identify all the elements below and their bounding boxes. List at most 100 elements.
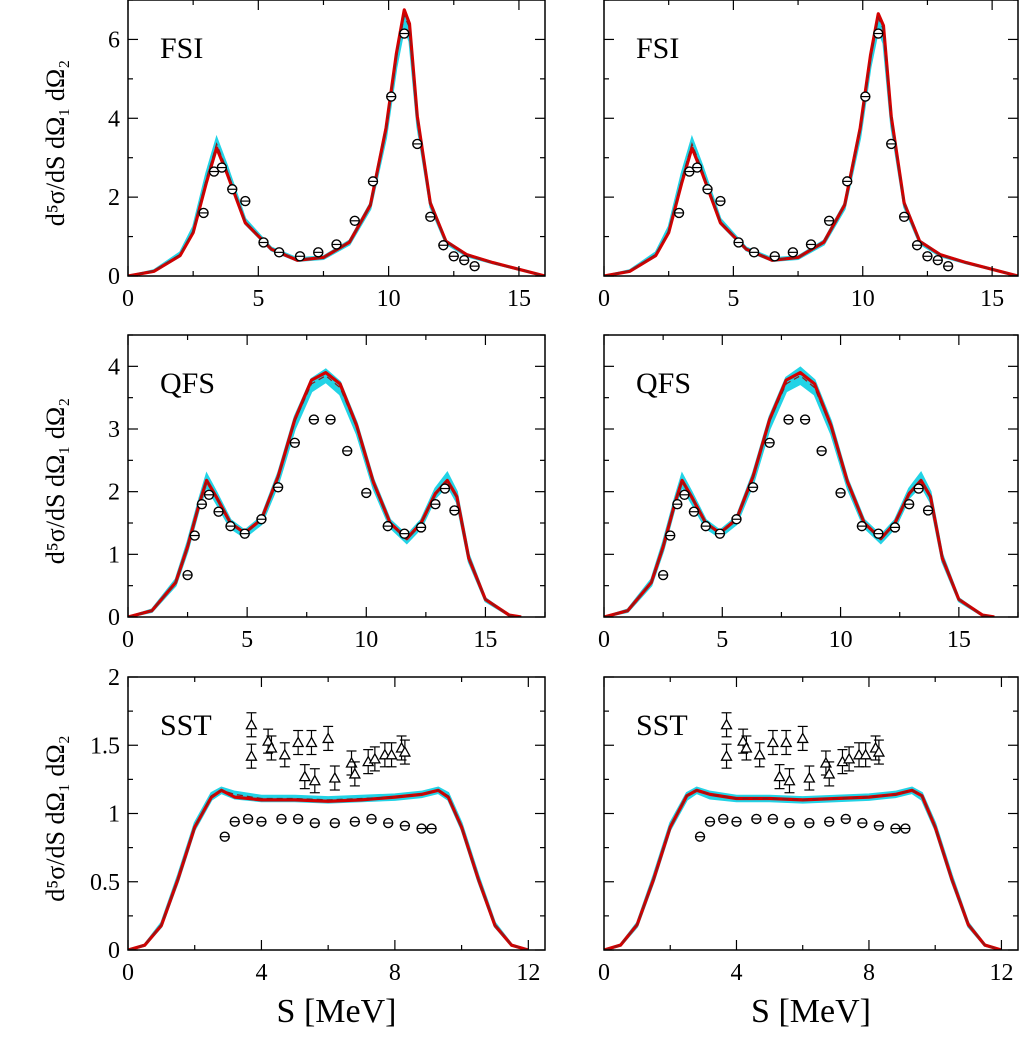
data-point-circle (276, 813, 287, 825)
data-point-circle (416, 823, 427, 834)
y-axis-label: d⁵σ/dS dΩ₁ dΩ₂ (41, 398, 70, 565)
data-point-circle (900, 823, 911, 834)
data-point-circle (367, 176, 379, 187)
data-point-circle (272, 482, 284, 493)
data-point-triangle (773, 764, 786, 790)
data-point-circle (294, 251, 306, 262)
data-point-circle (731, 816, 742, 827)
data-point-circle (239, 528, 250, 539)
curve-dashed (128, 13, 545, 276)
x-tick-label: 15 (947, 627, 971, 653)
curve-dashed (128, 375, 522, 617)
x-tick-label: 0 (122, 627, 134, 653)
x-tick-label: 0 (598, 960, 610, 986)
data-point-circle (313, 247, 324, 258)
y-tick-label: 1.5 (90, 733, 120, 759)
data-point-circle (256, 816, 267, 827)
data-point-circle (229, 816, 240, 827)
x-tick-label: 12 (516, 960, 540, 986)
data-point-circle (342, 445, 353, 457)
data-point-triangle (368, 746, 381, 772)
data-point-circle (898, 211, 910, 223)
data-point-circle (842, 176, 853, 187)
band-red (128, 788, 529, 950)
data-point-circle (426, 823, 437, 834)
data-point-triangle (322, 725, 335, 752)
data-point-circle (804, 817, 815, 829)
data-point-circle (805, 239, 817, 250)
data-point-circle (203, 489, 215, 500)
data-point-circle (942, 260, 954, 272)
plot-frame (127, 0, 546, 277)
y-tick-label: 3 (108, 417, 120, 443)
data-point-triangle (720, 712, 733, 738)
data-point-circle (425, 211, 436, 223)
x-tick-label: 0 (598, 286, 610, 312)
data-point-triangle (265, 735, 278, 761)
data-point-circle (886, 138, 897, 150)
data-point-triangle (245, 743, 258, 769)
band-red (128, 371, 522, 617)
data-point-circle (691, 162, 703, 173)
x-tick-label: 5 (727, 286, 739, 312)
panel-fsi-2: 0 5 10 15 FSI (598, 0, 1019, 312)
x-tick-label: 15 (507, 286, 531, 312)
y-axis-label: d⁵σ/dS dΩ₁ dΩ₂ (41, 60, 70, 227)
data-point-triangle (780, 729, 793, 756)
x-tick-label: 5 (252, 286, 264, 312)
plot-frame (127, 334, 546, 618)
data-point-circle (748, 247, 760, 258)
y-tick-label: 2 (108, 665, 120, 691)
data-point-triangle (348, 761, 361, 787)
panel-sst-2: 0 4 8 12 SST S [MeV] (598, 676, 1019, 1030)
data-point-circle (873, 820, 885, 831)
x-tick-label: 0 (598, 627, 610, 653)
x-tick-label: 8 (389, 960, 401, 986)
plot-area (604, 366, 995, 617)
data-point-circle (873, 28, 884, 39)
band-cyan (604, 786, 1002, 950)
data-point-circle (688, 506, 700, 517)
plot-area (128, 8, 545, 276)
panel-label: SST (636, 709, 688, 742)
y-tick-label: 0 (108, 938, 120, 964)
data-point-circle (913, 483, 924, 494)
band-red (604, 371, 995, 617)
data-point-circle (903, 499, 915, 510)
data-point-circle (308, 414, 320, 425)
curve-dashed (604, 15, 1018, 276)
panel-qfs: 0 5 10 15 0 1 2 3 4 QFS d⁵σ/dS dΩ₁ dΩ₂ (41, 334, 546, 653)
data-point-circle (399, 28, 410, 39)
x-tick-label: 8 (863, 960, 875, 986)
data-point-triangle (783, 768, 796, 794)
y-tick-label: 0.5 (90, 870, 120, 896)
data-point-circle (922, 505, 934, 516)
data-point-circle (835, 487, 846, 499)
x-axis-label: S [MeV] (277, 993, 397, 1030)
data-point-circle (399, 820, 411, 831)
data-point-circle (329, 817, 341, 829)
panel-label: FSI (160, 32, 203, 65)
data-point-circle (911, 240, 923, 251)
data-point-circle (860, 91, 871, 102)
data-point-triangle (823, 761, 836, 787)
data-point-triangle (278, 742, 291, 768)
y-tick-label: 2 (108, 480, 120, 506)
data-point-circle (704, 816, 716, 827)
band-cyan (128, 786, 529, 950)
data-point-circle (383, 817, 394, 829)
data-point-triangle (308, 768, 321, 794)
data-point-circle (787, 247, 799, 258)
y-tick-label: 2 (108, 185, 120, 211)
x-tick-label: 10 (851, 286, 875, 312)
data-point-circle (665, 530, 676, 541)
data-point-circle (751, 813, 762, 825)
data-point-circle (718, 813, 729, 825)
data-point-circle (767, 813, 779, 825)
data-point-circle (889, 522, 901, 533)
data-point-circle (225, 520, 236, 532)
data-point-circle (361, 487, 372, 499)
data-point-circle (430, 499, 441, 510)
data-point-circle (824, 816, 835, 827)
curve-dashed (604, 789, 1002, 950)
